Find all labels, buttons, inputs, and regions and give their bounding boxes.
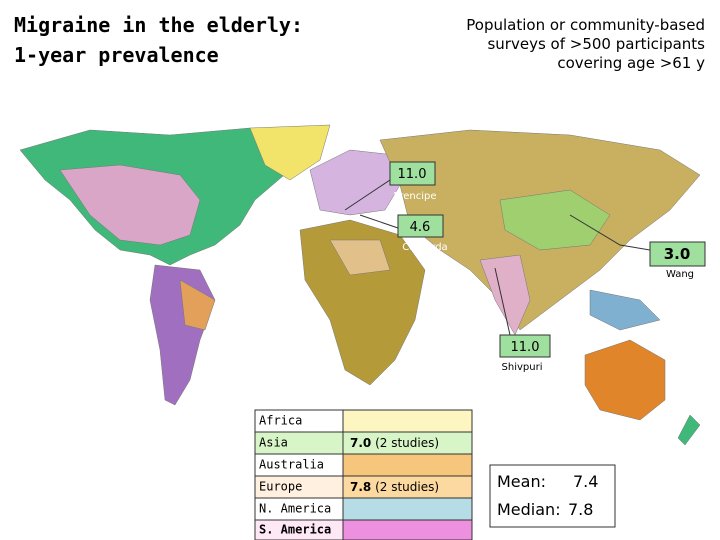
europe: [309, 149, 401, 216]
subtitle-line: covering age >61 y: [557, 54, 705, 72]
india: [479, 254, 531, 336]
region-name: Europe: [259, 480, 302, 494]
africa-region: [329, 239, 391, 276]
leader-line: [359, 214, 399, 229]
region-table: Africa Asia Australia Europe N. America …: [254, 409, 473, 540]
subtitle-line: Population or community-based: [466, 16, 705, 34]
callout-author: Wang: [666, 269, 694, 280]
region-name: N. America: [259, 502, 331, 516]
callout-author: Prencipe: [393, 191, 436, 202]
leader-line: [494, 267, 511, 336]
leader-line: [569, 214, 651, 251]
summary-box: Mean: 7.4 Median: 7.8: [489, 464, 616, 528]
value: 7.0: [350, 436, 371, 450]
callout-value: 4.6: [410, 220, 431, 235]
summary-frame: [489, 464, 616, 528]
indonesia: [589, 289, 661, 331]
title-line: 1-year prevalence: [14, 43, 219, 67]
south-america-region: [179, 279, 216, 331]
australia: [584, 339, 666, 421]
value: 7.8: [350, 480, 371, 494]
table-cell: [342, 409, 473, 433]
callout-box: [499, 334, 551, 358]
world-map: [19, 124, 701, 446]
callout-box: [649, 241, 706, 267]
callout-author: Shivpuri: [502, 362, 543, 373]
region-name: Asia: [259, 436, 288, 450]
table-cell: [342, 453, 473, 477]
callout-author: Camarda: [402, 242, 447, 253]
subtitle-line: surveys of >500 participants: [487, 35, 705, 53]
callout-value: 11.0: [398, 167, 427, 182]
note: (2 studies): [375, 436, 439, 450]
table-cell: [342, 497, 473, 521]
mean-value: 7.4: [573, 472, 598, 491]
median-value: 7.8: [568, 500, 593, 519]
greenland: [249, 124, 331, 181]
africa: [299, 219, 426, 386]
region-value: 7.8 (2 studies): [350, 480, 439, 494]
table-cell: [342, 519, 473, 540]
callout-value: 11.0: [511, 340, 540, 355]
leader-line: [344, 179, 391, 211]
callout-box: [397, 214, 444, 238]
mean-label: Mean:: [497, 472, 546, 491]
median-label: Median:: [497, 500, 561, 519]
callout-box: [389, 161, 436, 186]
title-line: Migraine in the elderly:: [14, 13, 303, 37]
region-name: Australia: [259, 458, 324, 472]
region-value: 7.0 (2 studies): [350, 436, 439, 450]
new-zealand: [677, 414, 701, 446]
callouts: 11.0 Prencipe 4.6 Camarda 3.0 Wang 11.0 …: [344, 161, 706, 373]
region-name: S. America: [259, 523, 331, 537]
north-america-region: [59, 164, 201, 246]
note: (2 studies): [375, 480, 439, 494]
region-name: Africa: [259, 414, 302, 428]
china: [499, 189, 611, 251]
callout-value: 3.0: [664, 245, 691, 263]
